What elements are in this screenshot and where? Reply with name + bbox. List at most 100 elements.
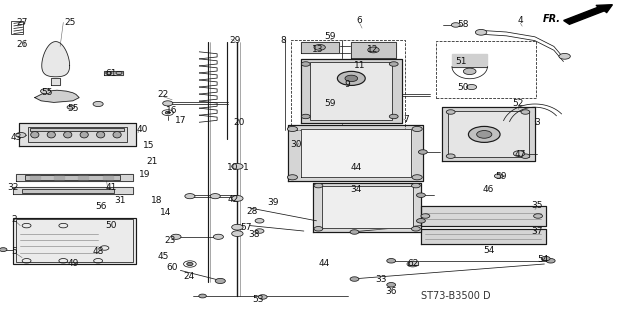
Circle shape [171, 234, 181, 239]
Text: 14: 14 [160, 208, 172, 217]
Text: 33: 33 [375, 275, 387, 284]
Circle shape [16, 132, 26, 138]
Text: 48: 48 [92, 247, 104, 256]
Circle shape [106, 71, 112, 75]
Text: 55: 55 [67, 104, 78, 113]
Text: 13: 13 [312, 45, 323, 54]
Ellipse shape [96, 132, 105, 138]
Text: 44: 44 [350, 163, 361, 172]
Polygon shape [301, 42, 339, 53]
Polygon shape [103, 176, 113, 179]
Text: 22: 22 [158, 90, 169, 99]
Circle shape [494, 174, 503, 178]
Circle shape [163, 101, 173, 106]
Polygon shape [301, 129, 411, 177]
Text: 24: 24 [183, 272, 194, 281]
Polygon shape [313, 183, 421, 232]
Circle shape [451, 23, 460, 27]
Circle shape [446, 110, 455, 114]
Text: 10: 10 [227, 163, 239, 172]
Text: 29: 29 [230, 36, 241, 44]
Circle shape [116, 71, 122, 75]
Text: 46: 46 [483, 185, 494, 194]
Polygon shape [30, 176, 40, 179]
Bar [30, 128, 124, 131]
Circle shape [185, 194, 195, 199]
Circle shape [411, 227, 420, 231]
Text: 39: 39 [268, 198, 279, 207]
Text: 42: 42 [227, 195, 239, 204]
Circle shape [546, 259, 555, 263]
Text: 45: 45 [158, 252, 169, 261]
Text: 16: 16 [166, 106, 178, 115]
Circle shape [368, 47, 379, 53]
Polygon shape [351, 42, 396, 58]
Text: FR.: FR. [543, 14, 561, 24]
Circle shape [232, 224, 243, 230]
Text: 19: 19 [139, 170, 150, 179]
Bar [436, 41, 536, 98]
Text: 59: 59 [496, 172, 507, 181]
Circle shape [407, 261, 418, 267]
Circle shape [387, 283, 396, 287]
Circle shape [521, 154, 530, 158]
Circle shape [411, 183, 420, 188]
Text: 31: 31 [115, 196, 126, 204]
Text: 34: 34 [350, 185, 361, 194]
Circle shape [387, 259, 396, 263]
Polygon shape [35, 90, 79, 102]
Text: 18: 18 [151, 196, 163, 204]
Text: 53: 53 [253, 295, 264, 304]
Circle shape [345, 75, 358, 82]
Bar [25, 175, 120, 180]
Polygon shape [322, 186, 413, 228]
Polygon shape [104, 71, 123, 75]
Text: 40: 40 [137, 125, 148, 134]
Text: 28: 28 [246, 207, 258, 216]
Polygon shape [13, 187, 133, 194]
Circle shape [350, 230, 359, 234]
Polygon shape [16, 174, 133, 181]
Text: 9: 9 [344, 80, 350, 89]
Text: 57: 57 [240, 223, 251, 232]
Circle shape [255, 229, 264, 233]
Bar [13, 218, 136, 264]
FancyArrow shape [563, 5, 612, 24]
Polygon shape [19, 123, 136, 146]
Circle shape [350, 277, 359, 281]
Circle shape [41, 89, 51, 94]
Text: 20: 20 [234, 118, 245, 127]
Circle shape [421, 214, 430, 218]
Ellipse shape [113, 132, 122, 138]
Text: 58: 58 [458, 20, 469, 28]
Text: 41: 41 [105, 183, 116, 192]
Circle shape [287, 126, 298, 132]
Circle shape [210, 194, 220, 199]
Text: 15: 15 [143, 141, 154, 150]
Text: 11: 11 [354, 61, 365, 70]
Circle shape [287, 175, 298, 180]
Text: 1: 1 [242, 163, 249, 172]
Circle shape [301, 62, 310, 66]
Ellipse shape [30, 132, 39, 138]
Circle shape [467, 84, 477, 90]
Text: 43: 43 [10, 133, 22, 142]
Text: 32: 32 [7, 183, 18, 192]
Text: 12: 12 [367, 45, 378, 54]
Circle shape [93, 101, 103, 107]
Circle shape [258, 295, 267, 299]
Text: 44: 44 [318, 259, 330, 268]
Circle shape [417, 219, 425, 223]
Circle shape [389, 114, 398, 119]
Circle shape [232, 196, 243, 201]
Circle shape [199, 294, 206, 298]
Circle shape [213, 234, 223, 239]
Text: 23: 23 [164, 236, 175, 245]
Polygon shape [452, 54, 487, 67]
Text: 50: 50 [105, 221, 116, 230]
Text: 62: 62 [407, 259, 418, 268]
Circle shape [314, 227, 323, 231]
Bar [310, 62, 392, 120]
Circle shape [412, 126, 422, 132]
Bar [28, 127, 127, 142]
